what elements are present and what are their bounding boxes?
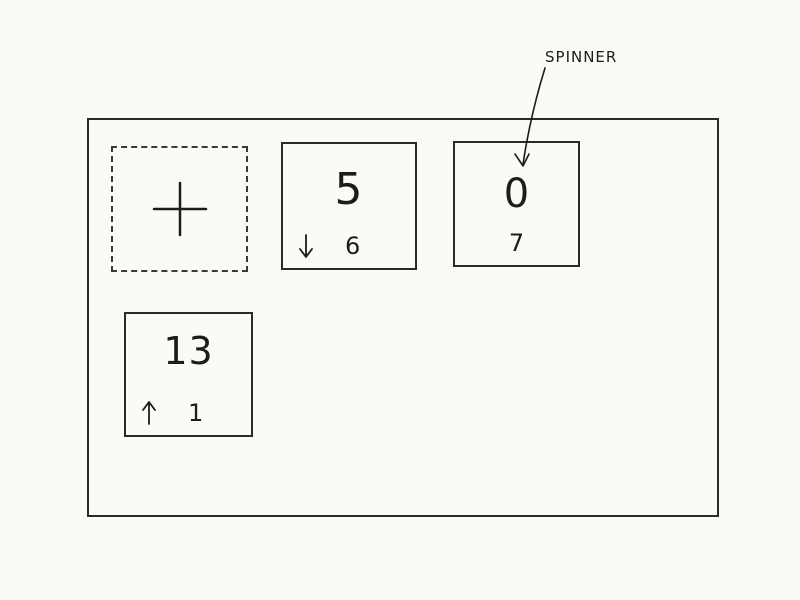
- add-card-button[interactable]: [111, 146, 248, 272]
- metric-card[interactable]: 0 7: [453, 141, 580, 267]
- metric-trend: 1: [140, 399, 237, 427]
- metric-card[interactable]: 5 6: [281, 142, 417, 270]
- spinner-annotation-label: SPINNER: [545, 48, 618, 66]
- metric-trend: 6: [297, 232, 401, 260]
- dashboard-panel: [87, 118, 719, 517]
- metric-card[interactable]: 13 1: [124, 312, 253, 437]
- arrow-down-icon: [299, 234, 313, 258]
- metric-value: 13: [163, 329, 214, 373]
- metric-value: 5: [334, 164, 364, 215]
- metric-change: 1: [188, 399, 204, 427]
- metric-change: 6: [345, 232, 361, 260]
- metric-change: 7: [508, 229, 525, 257]
- arrow-up-icon: [142, 401, 156, 425]
- plus-icon: [152, 181, 207, 237]
- spinner-value: 0: [503, 171, 530, 217]
- annotation-arrow-icon: [514, 67, 546, 167]
